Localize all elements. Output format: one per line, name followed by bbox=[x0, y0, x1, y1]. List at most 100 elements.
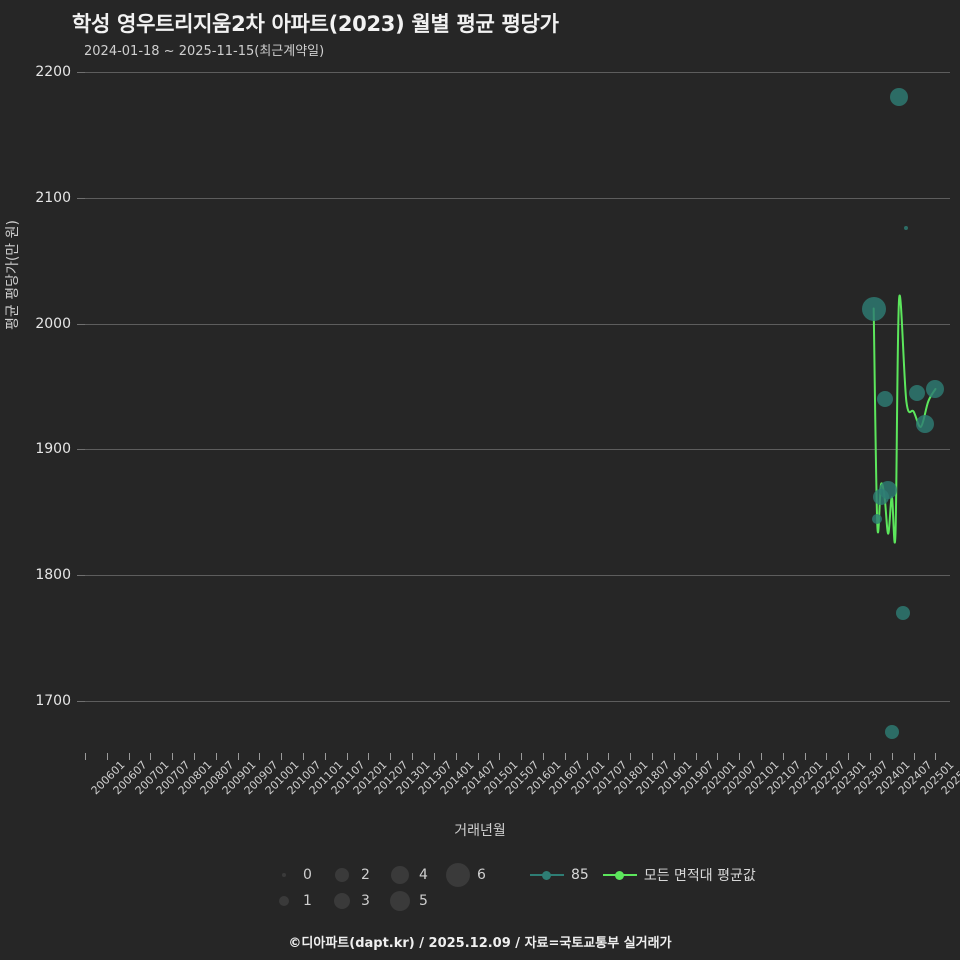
data-point-bubble bbox=[879, 480, 898, 499]
x-tick-mark bbox=[477, 753, 479, 760]
legend-size-item[interactable]: 3 bbox=[330, 888, 370, 914]
legend-size-item[interactable]: 0 bbox=[272, 862, 312, 888]
y-tick-label: 1900 bbox=[35, 441, 71, 458]
legend-size-dot bbox=[335, 868, 349, 882]
legend-size-dot bbox=[390, 891, 410, 911]
x-tick-mark bbox=[630, 753, 632, 760]
x-tick-mark bbox=[455, 753, 457, 760]
data-point-bubble bbox=[876, 391, 893, 408]
y-tick-label: 1800 bbox=[35, 567, 71, 584]
legend-size-row: 0 2 4 6 bbox=[272, 862, 502, 888]
x-tick-mark bbox=[237, 753, 239, 760]
x-tick-mark bbox=[303, 753, 305, 760]
data-point-bubble bbox=[915, 415, 934, 434]
legend-size-label: 3 bbox=[361, 893, 370, 909]
legend-size-label: 0 bbox=[303, 867, 312, 883]
legend-size-label: 5 bbox=[419, 893, 428, 909]
x-tick-mark bbox=[215, 753, 217, 760]
data-point-bubble bbox=[904, 225, 909, 230]
data-point-bubble bbox=[895, 605, 910, 620]
x-tick-mark bbox=[826, 753, 828, 760]
x-tick-mark bbox=[586, 753, 588, 760]
x-tick-mark bbox=[433, 753, 435, 760]
gridline bbox=[85, 323, 950, 325]
x-tick-mark bbox=[564, 753, 566, 760]
x-tick-mark bbox=[390, 753, 392, 760]
legend-series-marker bbox=[602, 869, 637, 881]
x-tick-mark bbox=[521, 753, 523, 760]
legend-size-dot bbox=[334, 893, 350, 909]
legend-size-dot bbox=[446, 863, 470, 887]
x-tick-mark bbox=[128, 753, 130, 760]
legend-point-swatch bbox=[542, 871, 551, 880]
legend-series-label: 85 bbox=[571, 867, 589, 883]
x-tick-mark bbox=[106, 753, 108, 760]
data-point-bubble bbox=[872, 513, 883, 524]
legend-size-label: 2 bbox=[361, 867, 370, 883]
legend-series-label: 모든 면적대 평균값 bbox=[643, 868, 756, 884]
x-tick-mark bbox=[848, 753, 850, 760]
gridline bbox=[85, 701, 950, 702]
legend-size-item[interactable]: 1 bbox=[272, 888, 312, 914]
legend-series: 85 모든 면적대 평균값 bbox=[530, 862, 756, 888]
y-tick-label: 2000 bbox=[35, 315, 71, 332]
data-point-bubble bbox=[909, 384, 926, 401]
x-tick-mark bbox=[346, 753, 348, 760]
data-point-bubble bbox=[861, 296, 886, 321]
y-tick-mark bbox=[77, 701, 85, 702]
plot-area bbox=[85, 72, 950, 740]
x-tick-mark bbox=[673, 753, 675, 760]
x-tick-mark bbox=[891, 753, 893, 760]
x-tick-mark bbox=[368, 753, 370, 760]
x-tick-mark bbox=[150, 753, 152, 760]
gridline bbox=[85, 449, 950, 451]
y-tick-label: 1700 bbox=[35, 693, 71, 709]
legend-size-dot bbox=[391, 866, 409, 884]
page-title: 학성 영우트리지움2차 아파트(2023) 월별 평균 평당가 bbox=[72, 12, 559, 36]
legend-size-label: 6 bbox=[477, 867, 486, 883]
x-tick-mark bbox=[412, 753, 414, 760]
y-tick-label: 2200 bbox=[35, 64, 71, 80]
x-tick-mark bbox=[85, 753, 86, 760]
legend-size-dot bbox=[282, 873, 286, 877]
x-tick-mark bbox=[194, 753, 196, 760]
x-tick-mark bbox=[782, 753, 784, 760]
legend-series-item[interactable]: 85 bbox=[530, 867, 589, 883]
legend-point-swatch bbox=[614, 871, 624, 880]
legend-size-label: 4 bbox=[419, 867, 428, 883]
x-tick-mark bbox=[870, 753, 872, 760]
x-tick-mark bbox=[695, 753, 697, 760]
x-tick-mark bbox=[651, 753, 653, 760]
legend: 0 2 4 6 1 3 5 85 모든 면적대 평균값 bbox=[0, 862, 960, 924]
gridline bbox=[85, 197, 950, 199]
x-tick-mark bbox=[935, 753, 937, 760]
x-tick-mark bbox=[913, 753, 915, 760]
y-tick-mark bbox=[77, 323, 85, 325]
x-tick-mark bbox=[259, 753, 261, 760]
data-point-bubble bbox=[926, 380, 945, 399]
chart-subtitle: 2024-01-18 ~ 2025-11-15(최근계약일) bbox=[84, 44, 325, 59]
x-tick-mark bbox=[608, 753, 610, 760]
legend-size-item[interactable]: 6 bbox=[446, 862, 486, 888]
y-tick-mark bbox=[77, 197, 85, 199]
gridline bbox=[85, 575, 950, 577]
x-tick-mark bbox=[324, 753, 326, 760]
legend-size-scale: 0 2 4 6 1 3 5 bbox=[272, 862, 502, 914]
x-tick-mark bbox=[281, 753, 283, 760]
y-tick-mark bbox=[77, 449, 85, 451]
y-tick-label: 2100 bbox=[35, 189, 71, 206]
legend-size-row: 1 3 5 bbox=[272, 888, 502, 914]
legend-series-marker bbox=[530, 869, 564, 881]
x-tick-mark bbox=[172, 753, 174, 760]
legend-series-item[interactable]: 모든 면적대 평균값 bbox=[602, 865, 756, 885]
data-point-bubble bbox=[890, 88, 909, 107]
x-tick-mark bbox=[542, 753, 544, 760]
legend-size-item[interactable]: 2 bbox=[330, 862, 370, 888]
legend-size-label: 1 bbox=[303, 893, 312, 909]
legend-size-item[interactable]: 5 bbox=[388, 888, 428, 914]
x-axis-ticks: 200601 200607 200701 200707 200801 200807 2009… bbox=[85, 701, 960, 797]
legend-size-item[interactable]: 4 bbox=[388, 862, 428, 888]
series-lines bbox=[872, 294, 937, 544]
gridline bbox=[85, 72, 950, 73]
